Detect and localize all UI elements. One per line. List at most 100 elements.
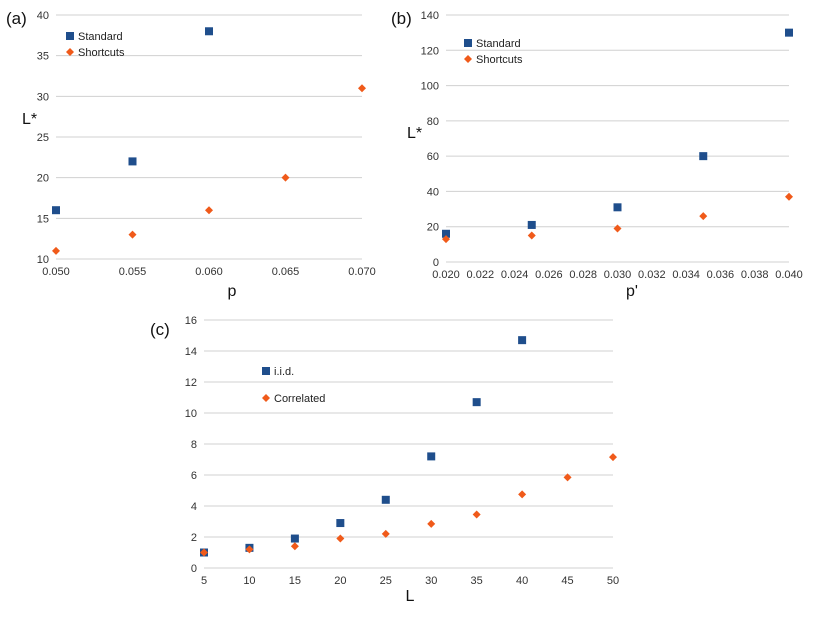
diamond-point — [613, 224, 622, 233]
legend-marker — [66, 32, 74, 40]
y-tick-label: 8 — [191, 439, 197, 451]
y-tick-label: 20 — [37, 173, 49, 185]
square-point — [336, 519, 345, 528]
y-tick-label: 25 — [37, 132, 49, 144]
diamond-point — [609, 453, 617, 462]
chart-b: 0 20 40 60 80 100 120 140 0.020 0.022 0.024 0.026 0.… — [391, 9, 803, 300]
diamond-point — [472, 510, 481, 519]
x-tick-label: 20 — [334, 575, 346, 587]
y-tick-label: 14 — [185, 346, 197, 358]
series-diamonds — [52, 84, 366, 255]
y-tick-label: 20 — [427, 222, 439, 234]
diamond-point — [563, 473, 572, 482]
square-point — [527, 220, 536, 229]
diamond-point — [205, 206, 213, 215]
legend-label: Correlated — [274, 393, 325, 405]
panel-label: (b) — [391, 9, 412, 28]
diamond-point — [381, 529, 390, 538]
legend-marker — [464, 55, 472, 63]
y-tick-label: 40 — [37, 10, 49, 22]
panel-label: (c) — [150, 320, 170, 339]
series-diamonds — [442, 192, 793, 244]
y-tick-label: 10 — [185, 408, 197, 420]
diamond-point — [427, 519, 436, 528]
panel-label: (a) — [6, 9, 27, 28]
x-tick-label: 0.032 — [638, 269, 666, 281]
diamond-point — [518, 490, 527, 499]
x-tick-label: 0.060 — [195, 266, 223, 278]
x-tick-label: 0.038 — [741, 269, 769, 281]
x-tick-label: 15 — [289, 575, 301, 587]
x-tick-label: 5 — [201, 575, 207, 587]
x-tick-label: 30 — [425, 575, 437, 587]
x-tick-label: 0.036 — [707, 269, 735, 281]
x-tick-label: 40 — [516, 575, 528, 587]
y-tick-label: 30 — [37, 91, 49, 103]
square-point — [699, 152, 708, 161]
legend-label: Standard — [476, 38, 521, 50]
x-tick-label: 0.070 — [348, 266, 376, 278]
diamond-point — [336, 534, 345, 543]
x-tick-label: 0.034 — [672, 269, 700, 281]
x-tick-label: 25 — [380, 575, 392, 587]
x-axis-label: p' — [626, 283, 638, 300]
x-tick-label: 0.020 — [432, 269, 460, 281]
legend-label: Standard — [78, 31, 123, 43]
x-tick-label: 50 — [607, 575, 619, 587]
legend-marker — [66, 48, 74, 56]
diamond-point — [290, 542, 299, 551]
y-tick-label: 0 — [433, 257, 439, 269]
y-tick-label: 40 — [427, 186, 439, 198]
y-axis-label: L* — [407, 125, 422, 142]
y-axis-label: L* — [22, 111, 37, 128]
square-point — [52, 206, 60, 215]
y-tick-label: 6 — [191, 470, 197, 482]
diamond-point — [200, 548, 208, 557]
y-tick-label: 2 — [191, 532, 197, 544]
square-point — [290, 534, 299, 543]
square-point — [205, 27, 213, 36]
square-point — [442, 229, 450, 238]
series-squares — [442, 28, 793, 238]
series-diamonds — [200, 453, 617, 557]
x-tick-label: 0.024 — [501, 269, 529, 281]
x-tick-label: 0.055 — [119, 266, 147, 278]
legend-marker — [262, 367, 270, 375]
y-tick-label: 15 — [37, 213, 49, 225]
square-point — [518, 336, 527, 345]
y-tick-label: 4 — [191, 501, 197, 513]
y-tick-label: 100 — [421, 81, 439, 93]
square-point — [785, 28, 793, 37]
diamond-point — [281, 173, 290, 182]
legend-label: Shortcuts — [78, 47, 125, 59]
x-tick-label: 0.026 — [535, 269, 563, 281]
y-tick-label: 12 — [185, 377, 197, 389]
diamond-point — [128, 230, 137, 239]
x-tick-label: 0.028 — [569, 269, 597, 281]
diamond-point — [52, 246, 60, 255]
legend-label: Shortcuts — [476, 54, 523, 66]
y-tick-label: 16 — [185, 315, 197, 327]
square-point — [427, 452, 436, 461]
diamond-point — [527, 231, 536, 240]
square-point — [128, 157, 137, 166]
diamond-point — [442, 235, 450, 244]
y-tick-label: 35 — [37, 51, 49, 63]
diamond-point — [785, 192, 793, 201]
x-tick-label: 0.065 — [272, 266, 300, 278]
y-tick-label: 140 — [421, 10, 439, 22]
y-tick-label: 80 — [427, 116, 439, 128]
series-squares — [52, 27, 213, 215]
diamond-point — [699, 212, 708, 221]
x-tick-label: 0.022 — [467, 269, 495, 281]
x-tick-label: 35 — [471, 575, 483, 587]
x-tick-label: 45 — [561, 575, 573, 587]
x-tick-label: 0.050 — [42, 266, 70, 278]
x-axis-label: L — [406, 588, 415, 605]
square-point — [381, 495, 390, 504]
x-tick-label: 0.040 — [775, 269, 803, 281]
x-axis-label: p — [228, 283, 237, 300]
legend-label: i.i.d. — [274, 366, 294, 378]
legend-marker — [464, 39, 472, 47]
